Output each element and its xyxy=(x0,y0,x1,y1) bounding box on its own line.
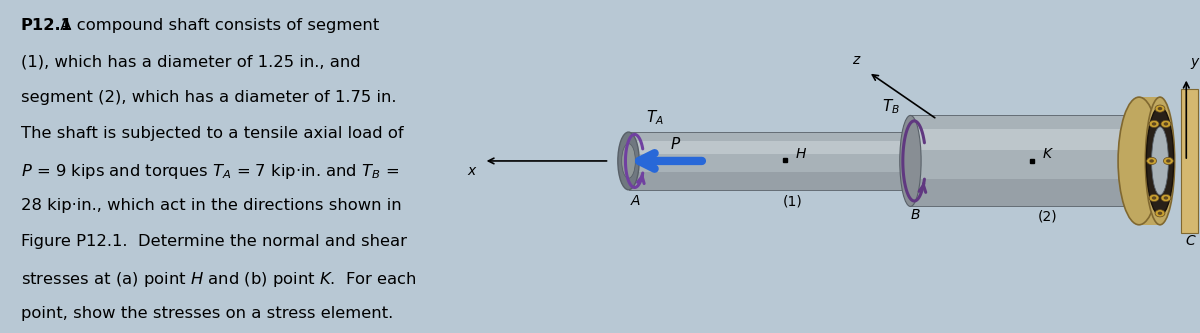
Ellipse shape xyxy=(1150,194,1159,201)
Text: P12.1: P12.1 xyxy=(20,18,73,33)
Ellipse shape xyxy=(1152,127,1169,195)
Text: segment (2), which has a diameter of 1.75 in.: segment (2), which has a diameter of 1.7… xyxy=(20,90,396,105)
Text: (1), which has a diameter of 1.25 in., and: (1), which has a diameter of 1.25 in., a… xyxy=(20,54,360,69)
Ellipse shape xyxy=(1152,122,1157,126)
Text: (1): (1) xyxy=(782,194,803,208)
Ellipse shape xyxy=(900,116,922,206)
Ellipse shape xyxy=(1150,159,1154,163)
Ellipse shape xyxy=(618,132,640,190)
Polygon shape xyxy=(911,116,1139,206)
Polygon shape xyxy=(1181,89,1198,233)
Text: $B$: $B$ xyxy=(911,208,922,222)
Text: $H$: $H$ xyxy=(794,147,806,161)
Ellipse shape xyxy=(1156,210,1165,217)
Text: (2): (2) xyxy=(1038,209,1057,223)
Ellipse shape xyxy=(1147,158,1157,165)
Ellipse shape xyxy=(1160,194,1171,201)
Text: 28 kip·in., which act in the directions shown in: 28 kip·in., which act in the directions … xyxy=(20,198,402,213)
Ellipse shape xyxy=(1166,159,1171,163)
Ellipse shape xyxy=(1158,107,1163,110)
Text: $A$: $A$ xyxy=(630,194,642,208)
Polygon shape xyxy=(911,179,1139,206)
Text: A compound shaft consists of segment: A compound shaft consists of segment xyxy=(55,18,379,33)
Text: The shaft is subjected to a tensile axial load of: The shaft is subjected to a tensile axia… xyxy=(20,126,403,141)
Text: z: z xyxy=(852,53,859,67)
Polygon shape xyxy=(1139,97,1160,225)
Polygon shape xyxy=(629,172,911,190)
Polygon shape xyxy=(629,132,911,190)
Ellipse shape xyxy=(1145,97,1175,225)
Ellipse shape xyxy=(1164,122,1169,126)
Text: y: y xyxy=(1190,55,1199,69)
Text: point, show the stresses on a stress element.: point, show the stresses on a stress ele… xyxy=(20,306,394,321)
Ellipse shape xyxy=(1152,196,1157,199)
Ellipse shape xyxy=(1118,97,1160,225)
Ellipse shape xyxy=(1158,212,1163,215)
Text: $T_A$: $T_A$ xyxy=(647,108,664,127)
Text: Figure P12.1.  Determine the normal and shear: Figure P12.1. Determine the normal and s… xyxy=(20,234,407,249)
Ellipse shape xyxy=(1156,105,1165,112)
Ellipse shape xyxy=(1146,107,1174,215)
Text: $P$: $P$ xyxy=(671,136,682,152)
Ellipse shape xyxy=(1160,120,1171,128)
Text: $T_B$: $T_B$ xyxy=(882,97,900,116)
Ellipse shape xyxy=(622,144,635,178)
Text: stresses at (a) point $H$ and (b) point $K$.  For each: stresses at (a) point $H$ and (b) point … xyxy=(20,270,416,289)
Polygon shape xyxy=(911,129,1139,150)
Text: $P$ = 9 kips and torques $T_A$ = 7 kip·in. and $T_B$ =: $P$ = 9 kips and torques $T_A$ = 7 kip·i… xyxy=(20,162,398,181)
Ellipse shape xyxy=(1164,196,1169,199)
Text: $K$: $K$ xyxy=(1043,147,1055,161)
Text: x: x xyxy=(468,164,476,178)
Text: $C$: $C$ xyxy=(1184,234,1196,248)
Ellipse shape xyxy=(1150,120,1159,128)
Polygon shape xyxy=(629,141,911,154)
Ellipse shape xyxy=(1164,158,1174,165)
